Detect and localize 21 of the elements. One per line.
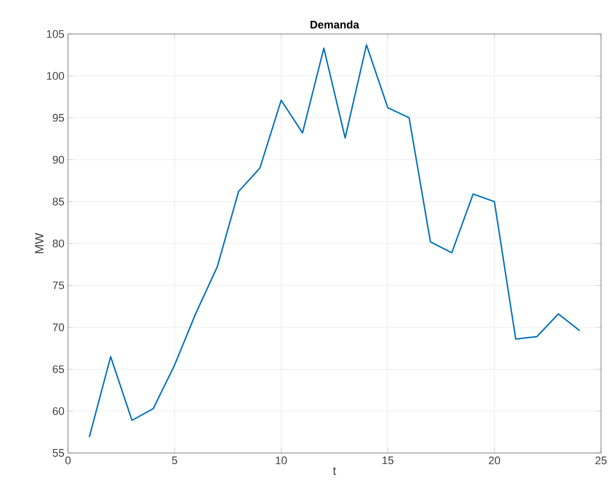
y-tick-label: 60 [52, 407, 64, 415]
y-tick-label: 100 [47, 72, 64, 80]
y-tick-label: 70 [52, 323, 64, 332]
line-series [88, 44, 580, 438]
y-tick-label: 80 [52, 240, 64, 248]
x-tick-label: 25 [595, 456, 607, 464]
y-tick-label: 75 [52, 282, 64, 290]
y-tick-label: 105 [47, 30, 64, 38]
x-tick-label: 10 [276, 456, 287, 464]
x-tick-label: 15 [382, 456, 394, 464]
x-tick-label: 5 [172, 456, 178, 464]
y-tick-label: 55 [52, 449, 64, 457]
y-tick-label: 85 [52, 198, 64, 206]
x-tick-label: 20 [488, 456, 500, 464]
y-tick-label: 95 [52, 114, 64, 122]
y-tick-label: 65 [52, 365, 64, 374]
x-tick-label: 0 [65, 456, 71, 464]
x-axis-title: t [333, 467, 336, 475]
y-tick-label: 90 [52, 156, 64, 164]
chart-title: Demanda [310, 20, 360, 28]
y-axis-title: MW [35, 232, 44, 254]
